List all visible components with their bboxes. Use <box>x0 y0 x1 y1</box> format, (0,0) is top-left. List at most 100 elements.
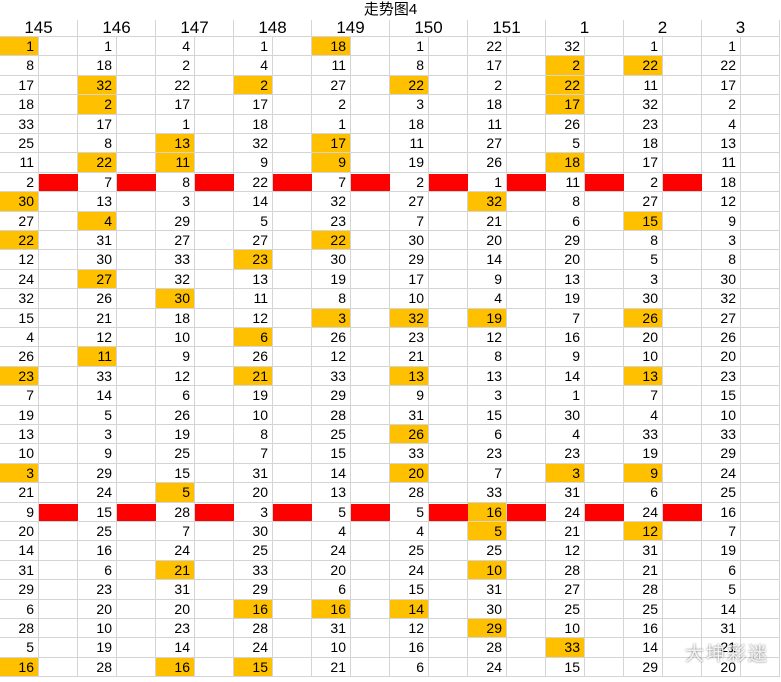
table-cell: 25 <box>390 541 429 561</box>
spacer-cell <box>39 444 78 464</box>
spacer-cell <box>429 657 468 678</box>
table-cell: 19 <box>234 386 273 406</box>
table-cell: 6 <box>702 560 741 581</box>
spacer-cell <box>741 211 780 231</box>
spacer-cell <box>351 308 390 328</box>
spacer-cell <box>351 328 390 348</box>
spacer-cell <box>39 37 78 57</box>
table-cell: 23 <box>546 444 585 464</box>
table-cell: 6 <box>390 657 429 678</box>
table-cell: 4 <box>312 522 351 542</box>
table-cell: 21 <box>78 308 117 328</box>
spacer-cell <box>585 657 624 678</box>
spacer-cell <box>429 192 468 212</box>
spacer-cell <box>117 56 156 76</box>
table-cell: 8 <box>156 172 195 193</box>
spacer-cell <box>195 269 234 290</box>
spacer-cell <box>429 599 468 619</box>
table-cell: 22 <box>624 56 663 76</box>
table-cell: 13 <box>390 366 429 387</box>
spacer-cell <box>195 75 234 96</box>
table-cell: 26 <box>702 328 741 348</box>
table-cell: 31 <box>468 580 507 600</box>
table-cell: 23 <box>0 366 39 387</box>
table-cell: 9 <box>390 386 429 406</box>
spacer-cell <box>117 75 156 96</box>
table-cell: 20 <box>702 657 741 678</box>
table-cell: 9 <box>468 269 507 290</box>
table-cell: 15 <box>468 405 507 425</box>
spacer-cell <box>39 308 78 328</box>
separator-bar <box>273 503 312 521</box>
table-cell: 16 <box>312 599 351 619</box>
table-cell: 27 <box>546 580 585 600</box>
table-cell: 32 <box>312 192 351 212</box>
column-header: 149 <box>312 19 390 37</box>
spacer-cell <box>39 250 78 270</box>
spacer-cell <box>585 541 624 561</box>
spacer-cell <box>195 463 234 484</box>
table-cell: 6 <box>234 328 273 348</box>
spacer-cell <box>663 37 702 57</box>
table-cell: 22 <box>234 172 273 193</box>
table-cell: 26 <box>234 347 273 367</box>
spacer-cell <box>741 308 780 328</box>
spacer-cell <box>429 308 468 328</box>
table-cell: 14 <box>0 541 39 561</box>
spacer-cell <box>429 580 468 600</box>
spacer-cell <box>351 405 390 425</box>
table-cell: 31 <box>390 405 429 425</box>
table-cell: 20 <box>702 347 741 367</box>
table-cell: 30 <box>624 289 663 309</box>
table-cell: 25 <box>0 134 39 154</box>
spacer-cell <box>117 619 156 639</box>
table-cell: 18 <box>156 308 195 328</box>
spacer-cell <box>117 269 156 290</box>
table-cell: 25 <box>468 541 507 561</box>
table-cell: 19 <box>624 444 663 464</box>
spacer-cell <box>351 541 390 561</box>
spacer-cell <box>117 657 156 678</box>
table-cell: 9 <box>702 211 741 231</box>
table-cell: 20 <box>390 463 429 484</box>
spacer-cell <box>117 638 156 658</box>
table-cell: 21 <box>0 483 39 503</box>
spacer-cell <box>195 638 234 658</box>
table-cell: 27 <box>312 75 351 96</box>
table-cell: 24 <box>468 657 507 678</box>
table-cell: 30 <box>468 599 507 619</box>
table-cell: 32 <box>624 95 663 115</box>
table-cell: 2 <box>702 95 741 115</box>
spacer-cell <box>741 114 780 134</box>
spacer-cell <box>273 405 312 425</box>
table-cell: 15 <box>78 502 117 522</box>
table-cell: 10 <box>468 560 507 581</box>
table-cell: 10 <box>78 619 117 639</box>
spacer-cell <box>39 425 78 445</box>
table-cell: 10 <box>234 405 273 425</box>
table-cell: 1 <box>312 114 351 134</box>
column-header: 147 <box>156 19 234 37</box>
table-cell: 2 <box>390 172 429 193</box>
column-header: 2 <box>624 19 702 37</box>
table-cell: 27 <box>390 192 429 212</box>
spacer-cell <box>39 541 78 561</box>
table-cell: 26 <box>0 347 39 367</box>
table-cell: 26 <box>546 114 585 134</box>
spacer-cell <box>429 250 468 270</box>
table-cell: 30 <box>546 405 585 425</box>
table-cell: 13 <box>468 366 507 387</box>
spacer-cell <box>117 541 156 561</box>
spacer-cell <box>117 211 156 231</box>
table-cell: 24 <box>78 483 117 503</box>
spacer-cell <box>273 347 312 367</box>
table-cell: 10 <box>624 347 663 367</box>
table-cell: 3 <box>78 425 117 445</box>
table-cell: 6 <box>312 580 351 600</box>
spacer-cell <box>117 114 156 134</box>
spacer-cell <box>39 580 78 600</box>
table-cell: 4 <box>234 56 273 76</box>
table-cell: 29 <box>234 580 273 600</box>
spacer-cell <box>273 328 312 348</box>
table-cell: 31 <box>702 619 741 639</box>
